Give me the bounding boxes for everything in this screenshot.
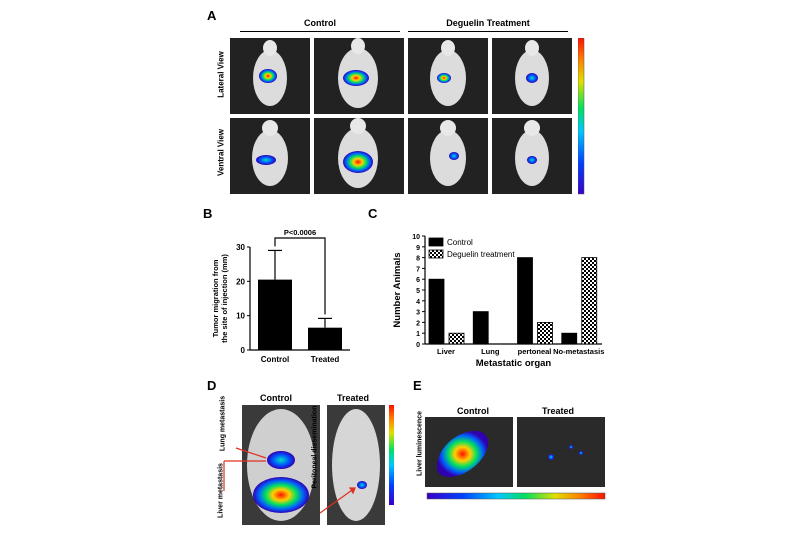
- panel-e-col-control: Control: [457, 406, 489, 416]
- panel-e-ylabel: Liver luminescence: [416, 411, 424, 476]
- panel-b-y-label: Tumor migration fromthe site of injectio…: [211, 254, 229, 343]
- panel-a-group-deguelin-line: [408, 31, 568, 32]
- panel-c-bar: [448, 332, 465, 345]
- panel-d-mouse-treated: [327, 405, 385, 525]
- panel-c-x-tick-label: Liver: [437, 347, 455, 356]
- panel-b-y-tick-label: 20: [236, 277, 245, 286]
- panel-d-color-scale: [389, 405, 394, 505]
- panel-c-legend-label: Control: [447, 238, 473, 247]
- panel-d-arrows: [223, 447, 356, 514]
- panel-b-bar: [258, 279, 292, 350]
- panel-c-legend-label: Deguelin treatment: [447, 250, 515, 259]
- panel-c-x-tick-label: Lung: [481, 347, 500, 356]
- panel-c-y-tick-label: 5: [416, 288, 420, 295]
- panel-d-col-treated: Treated: [336, 393, 369, 403]
- panel-d-letter: D: [207, 378, 217, 393]
- panel-c-y-tick-label: 10: [412, 234, 420, 241]
- panel-c-legend-swatch: [428, 237, 444, 247]
- panel-c-x-label: Metastatic organ: [476, 358, 552, 369]
- panel-c-bar: [517, 257, 533, 345]
- panel-a-mouse-control-ventral-2: [314, 118, 404, 194]
- panel-e-col-treated: Treated: [541, 406, 574, 416]
- panel-a-mouse-control-lateral-1: [230, 38, 310, 114]
- panel-d-mouse-control: [242, 405, 320, 525]
- panel-e-images: [425, 417, 606, 500]
- panel-d-label-peritoneal: Peritoneal dissemination: [311, 405, 319, 489]
- panel-e-liver-treated: [517, 417, 605, 487]
- panel-d-col-control: Control: [260, 393, 292, 403]
- panel-c-bar: [561, 332, 578, 345]
- panel-a-mouse-control-lateral-2: [314, 38, 404, 114]
- panel-a-group-control-line: [240, 31, 400, 32]
- panel-c-y-tick-label: 4: [416, 299, 420, 306]
- panel-c-y-tick-label: 3: [416, 310, 420, 317]
- panel-a-mouse-deguelin-lateral-1: [408, 38, 488, 114]
- panel-a-mouse-control-ventral-1: [230, 118, 310, 194]
- panel-c-x-tick-label: pertoneal: [518, 347, 552, 356]
- panel-c-bar: [581, 257, 598, 345]
- panel-a-row-lateral: Lateral View: [216, 51, 226, 98]
- panel-a-mouse-deguelin-ventral-1: [408, 118, 488, 194]
- panel-c-y-tick-label: 1: [416, 331, 420, 338]
- panel-c-letter: C: [368, 206, 378, 221]
- panel-c-legend-swatch: [428, 249, 444, 259]
- panel-b-y-tick-label: 0: [241, 346, 246, 355]
- panel-e-color-scale: [427, 493, 605, 499]
- panel-c-y-tick-label: 9: [416, 245, 420, 252]
- panel-b-x-tick-label: Treated: [311, 355, 340, 364]
- panel-d-label-lung: Lung metastasis: [219, 395, 227, 452]
- panel-c-y-tick-label: 8: [416, 256, 420, 263]
- panel-c-y-tick-label: 0: [416, 342, 420, 349]
- panel-c-y-tick-label: 2: [416, 320, 420, 327]
- panel-a-letter: A: [207, 8, 217, 23]
- panel-a-group-control: Control: [304, 18, 336, 28]
- panel-e-letter: E: [413, 378, 422, 393]
- panel-c-bar: [428, 278, 445, 345]
- panel-b-x-tick-label: Control: [261, 355, 289, 364]
- panel-c-y-tick-label: 7: [416, 266, 420, 273]
- panel-d-images: [223, 405, 394, 525]
- panel-e-liver-control: [425, 417, 513, 487]
- panel-c-y-label: Number Animals: [392, 252, 403, 327]
- panel-b-annotation: P<0.0006: [284, 228, 316, 237]
- panel-b-y-tick-label: 10: [236, 312, 245, 321]
- panel-a-image-grid: [230, 38, 572, 194]
- panel-d-label-liver: Liver metastasis: [217, 463, 225, 518]
- panel-b-chart: 0 10 20 30 Control Treated P<0.0006 Tumor migra…: [211, 228, 350, 364]
- panel-c-bar: [537, 322, 553, 345]
- panel-c-bar: [472, 311, 489, 345]
- panel-b-letter: B: [203, 206, 213, 221]
- panel-a-mouse-deguelin-lateral-2: [492, 38, 572, 114]
- panel-c-x-tick-label: No-metastasis: [553, 347, 604, 356]
- panel-b-y-tick-label: 30: [236, 243, 245, 252]
- panel-a-row-ventral: Ventral View: [216, 129, 226, 176]
- panel-a-group-deguelin: Deguelin Treatment: [446, 18, 530, 28]
- panel-b-bar: [308, 327, 342, 350]
- panel-c-chart: 0 1 2 3 4 5 6 7 8 9 10 Liver Lung pertoneal No-metasta…: [392, 234, 604, 369]
- panel-a-color-scale: [578, 38, 585, 195]
- panel-b-significance-bracket: [274, 237, 326, 315]
- panel-c-y-tick-label: 6: [416, 277, 420, 284]
- panel-a-mouse-deguelin-ventral-2: [492, 118, 572, 194]
